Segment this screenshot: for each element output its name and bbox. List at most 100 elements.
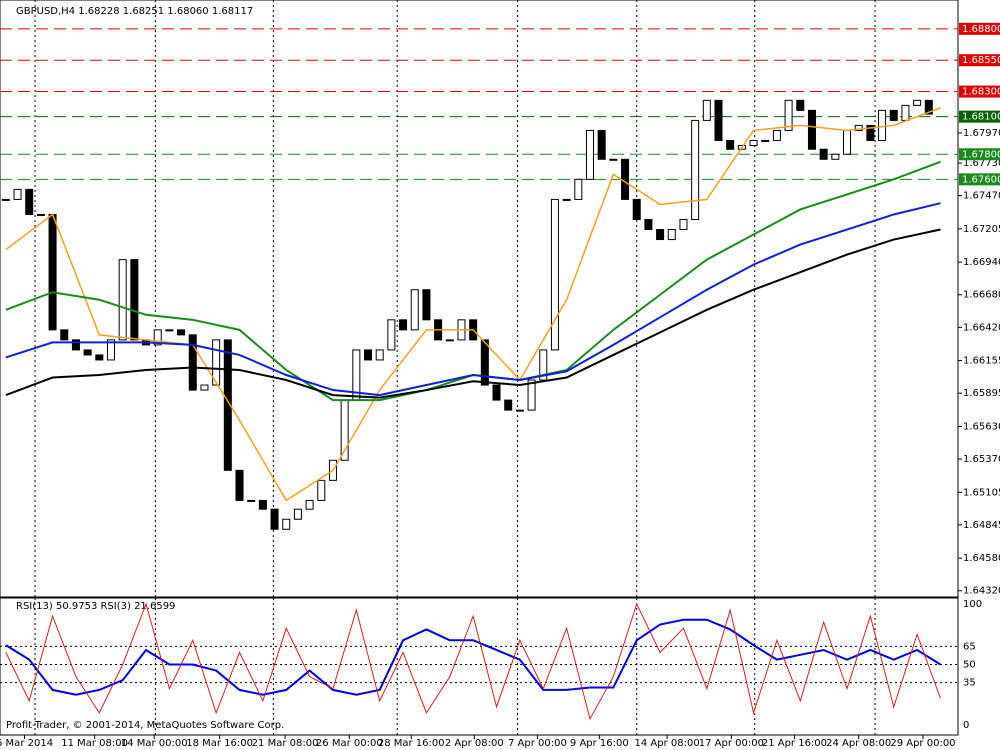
y-tick-label: 1.64845	[963, 520, 1000, 531]
x-tick-label: 6 Mar 2014	[0, 738, 53, 749]
candle	[831, 153, 840, 160]
candle	[25, 188, 34, 215]
x-tick-label: 21 Mar 08:00	[252, 738, 319, 749]
candle	[504, 399, 513, 411]
chart-title: GBPUSD,H4 1.68228 1.68251 1.68060 1.6811…	[16, 6, 253, 17]
y-tick-label: 1.64580	[963, 553, 1000, 564]
moving-average	[5, 107, 941, 502]
y-tick-label: 50	[963, 660, 976, 671]
candle	[924, 99, 933, 115]
candle	[399, 319, 408, 331]
candle	[106, 339, 115, 361]
y-tick-label: 1.67470	[963, 191, 1000, 202]
candle	[364, 349, 373, 361]
candle	[901, 104, 910, 121]
y-tick-label: 1.65105	[963, 487, 1000, 498]
candle	[843, 129, 852, 155]
candle	[153, 329, 162, 346]
level-box	[959, 173, 1000, 186]
candle	[562, 198, 571, 201]
level-label: 1.68300	[962, 87, 1000, 98]
y-tick-label: 0	[963, 720, 969, 731]
candle	[118, 259, 127, 341]
candle	[749, 139, 758, 146]
candle	[691, 119, 700, 220]
y-tick-label: 1.66680	[963, 290, 1000, 301]
footer: Profit-Trader, © 2001-2014, MetaQuotes S…	[6, 720, 284, 731]
candle	[714, 99, 723, 141]
candle	[305, 499, 314, 510]
y-tick-label: 1.66155	[963, 356, 1000, 367]
moving-average	[5, 228, 941, 399]
candle	[866, 124, 875, 141]
candle	[13, 188, 22, 200]
candle	[550, 198, 559, 351]
level-box	[959, 110, 1000, 123]
y-tick-label: 35	[963, 678, 976, 689]
x-tick-label: 18 Mar 16:00	[186, 738, 253, 749]
candle	[585, 129, 594, 180]
candle	[130, 259, 139, 341]
x-tick-label: 11 Mar 08:00	[61, 738, 128, 749]
candle	[796, 99, 805, 111]
candle	[317, 479, 326, 501]
level-label: 1.68550	[962, 55, 1000, 66]
candle	[878, 109, 887, 141]
candle	[293, 508, 302, 520]
x-tick-label: 14 Apr 08:00	[634, 738, 699, 749]
candle	[83, 349, 92, 356]
y-tick-label: 1.66420	[963, 322, 1000, 333]
candle	[889, 109, 898, 121]
y-tick-label: 1.65630	[963, 421, 1000, 432]
level-label: 1.67600	[962, 174, 1000, 185]
candle	[1, 198, 10, 201]
y-tick-label: 1.65370	[963, 454, 1000, 465]
level-label: 1.68800	[962, 24, 1000, 35]
candle	[270, 508, 279, 530]
candle	[95, 354, 104, 361]
candle	[422, 289, 431, 321]
candle	[772, 129, 781, 141]
candle	[188, 334, 197, 391]
candle	[258, 499, 267, 510]
candle	[177, 329, 186, 336]
candle	[702, 99, 711, 121]
x-tick-label: 26 Mar 00:00	[316, 738, 383, 749]
candle	[539, 349, 548, 381]
candle	[609, 158, 618, 161]
y-tick-label: 1.65895	[963, 388, 1000, 399]
x-tick-label: 14 Mar 00:00	[121, 738, 188, 749]
candle	[854, 124, 863, 131]
candle	[71, 339, 80, 351]
candle	[819, 148, 828, 160]
candle	[410, 289, 419, 331]
candle	[527, 379, 536, 411]
candle	[387, 319, 396, 351]
candle	[761, 139, 770, 142]
rsi-line	[5, 618, 942, 696]
candle	[679, 218, 688, 231]
moving-average	[5, 160, 941, 402]
level-box	[959, 54, 1000, 67]
level-label: 1.67800	[962, 149, 1000, 160]
x-tick-label: 2 Apr 08:00	[445, 738, 504, 749]
candle	[165, 329, 174, 332]
candle	[223, 339, 232, 471]
candle	[212, 339, 221, 386]
candle	[644, 218, 653, 231]
y-tick-label: 1.66940	[963, 257, 1000, 268]
x-tick-label: 28 Mar 16:00	[378, 738, 445, 749]
x-tick-label: 21 Apr 16:00	[762, 738, 827, 749]
x-tick-label: 17 Apr 00:00	[699, 738, 764, 749]
x-tick-label: 24 Apr 08:00	[826, 738, 891, 749]
candle	[574, 178, 583, 200]
candle	[667, 229, 676, 241]
candle	[726, 139, 735, 150]
candle	[656, 229, 665, 241]
candle	[282, 518, 291, 530]
candle	[597, 129, 606, 160]
level-box	[959, 148, 1000, 161]
y-tick-label: 1.67205	[963, 224, 1000, 235]
y-tick-label: 1.67730	[963, 158, 1000, 169]
